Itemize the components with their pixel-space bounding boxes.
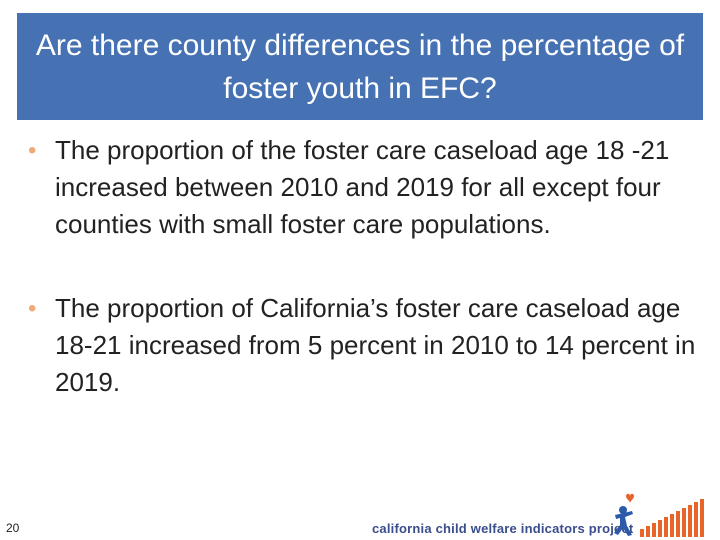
slide-title: Are there county differences in the perc… [35, 28, 685, 105]
bullet-icon: • [28, 295, 37, 322]
title-banner: Are there county differences in the perc… [17, 13, 703, 120]
person-with-heart-icon [614, 493, 634, 536]
bullet-list: • The proportion of the foster care case… [28, 132, 708, 401]
page-number: 20 [6, 521, 20, 535]
footer-logo: california child welfare indicators proj… [372, 493, 708, 537]
bullet-item: • The proportion of the foster care case… [28, 132, 708, 243]
bullet-text: The proportion of California’s foster ca… [55, 293, 696, 397]
bullet-icon: • [28, 137, 37, 164]
rising-bars-icon [640, 499, 704, 537]
logo-text: california child welfare indicators proj… [372, 521, 634, 536]
bullet-text: The proportion of the foster care caselo… [55, 135, 670, 239]
bullet-item: • The proportion of California’s foster … [28, 290, 708, 401]
